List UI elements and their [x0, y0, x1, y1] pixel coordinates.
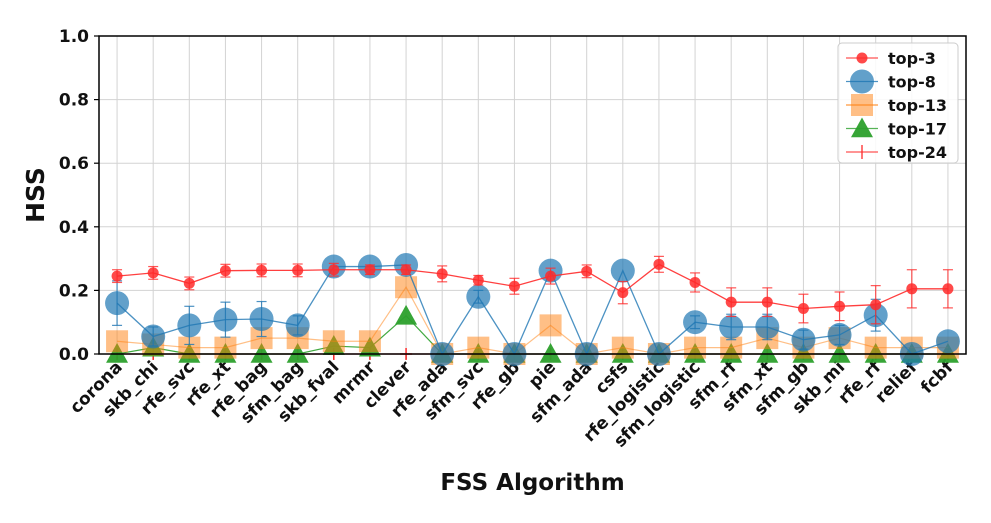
series-top-8 [105, 252, 960, 366]
data-point [249, 307, 274, 332]
data-point [286, 343, 309, 363]
data-point [472, 274, 484, 286]
legend-marker [856, 52, 868, 64]
data-point [183, 277, 195, 289]
legend: top-3 top-8 top-13 top-17 top-24 [837, 42, 959, 164]
series-line [117, 286, 948, 355]
data-point [935, 329, 960, 354]
data-point [870, 299, 882, 311]
data-point [827, 322, 852, 347]
legend-entry: top-3 [846, 49, 936, 68]
data-point [400, 264, 412, 276]
data-point [105, 291, 130, 316]
data-point [683, 310, 708, 335]
data-point [436, 268, 448, 280]
x-axis-ticks: coronaskb_chirfe_svcrfe_xtrfe_bagsfm_bag… [66, 354, 958, 452]
data-point [545, 270, 557, 282]
legend-marker [851, 117, 873, 138]
y-tick-label: 0.2 [59, 281, 89, 301]
series-top-3 [111, 255, 954, 325]
data-point [213, 307, 238, 332]
legend-label: top-8 [888, 73, 936, 92]
legend-entry: top-13 [846, 94, 947, 116]
data-point [797, 303, 809, 315]
data-point [322, 330, 345, 353]
data-point [364, 264, 376, 276]
plot-frame [98, 35, 967, 355]
y-axis-ticks: 0.0 0.2 0.4 0.6 0.8 1.0 [59, 27, 99, 365]
legend-label: top-17 [888, 120, 947, 139]
y-tick-label: 1.0 [59, 27, 89, 47]
data-point [725, 296, 737, 308]
data-point [395, 304, 418, 325]
data-point [328, 264, 340, 276]
data-point [106, 330, 129, 353]
x-tick-label: fcbf [917, 357, 958, 398]
data-point [106, 343, 129, 363]
data-point [219, 265, 231, 277]
data-point [828, 343, 851, 363]
data-point [834, 300, 846, 312]
data-point [177, 313, 202, 338]
y-tick-label: 0.8 [59, 91, 89, 111]
x-axis-label: FSS Algorithm [440, 470, 624, 496]
legend-label: top-13 [888, 96, 947, 115]
data-point [250, 327, 273, 350]
data-point [611, 336, 634, 359]
data-point [906, 283, 918, 295]
data-point [581, 265, 593, 277]
data-point [864, 336, 887, 359]
data-point [358, 330, 381, 353]
data-point [292, 264, 304, 276]
y-tick-label: 0.0 [59, 345, 89, 365]
data-point [466, 284, 491, 309]
data-point [755, 314, 780, 339]
data-point [508, 280, 520, 292]
data-point [178, 336, 201, 359]
legend-entry: top-24 [846, 143, 947, 162]
series-line [116, 315, 948, 355]
legend-label: top-3 [888, 49, 936, 68]
legend-entry: top-17 [846, 117, 947, 139]
data-point [653, 258, 665, 270]
data-point [761, 296, 773, 308]
data-point [111, 270, 123, 282]
data-point [756, 343, 779, 363]
data-point [147, 267, 159, 279]
data-point [791, 327, 816, 352]
data-point [467, 336, 490, 359]
data-point [617, 287, 629, 299]
data-point [719, 314, 744, 339]
legend-marker [850, 69, 874, 94]
y-axis-label: HSS [21, 167, 50, 223]
data-point [539, 314, 562, 337]
data-point [610, 258, 635, 283]
y-tick-label: 0.4 [59, 218, 89, 238]
data-point [689, 276, 701, 288]
series-line [116, 264, 949, 356]
data-point [285, 313, 310, 338]
legend-entry: top-8 [846, 69, 936, 94]
data-point [539, 343, 562, 363]
data-point [720, 336, 743, 359]
data-point [395, 276, 418, 299]
data-point [214, 336, 237, 359]
series-layer [105, 252, 960, 366]
data-point [141, 324, 166, 349]
data-point [250, 343, 273, 363]
data-point [684, 336, 707, 359]
series-line [117, 263, 948, 310]
y-tick-label: 0.6 [59, 154, 89, 174]
legend-label: top-24 [888, 143, 947, 162]
data-point [942, 283, 954, 295]
data-point [256, 264, 268, 276]
legend-marker [851, 94, 873, 116]
